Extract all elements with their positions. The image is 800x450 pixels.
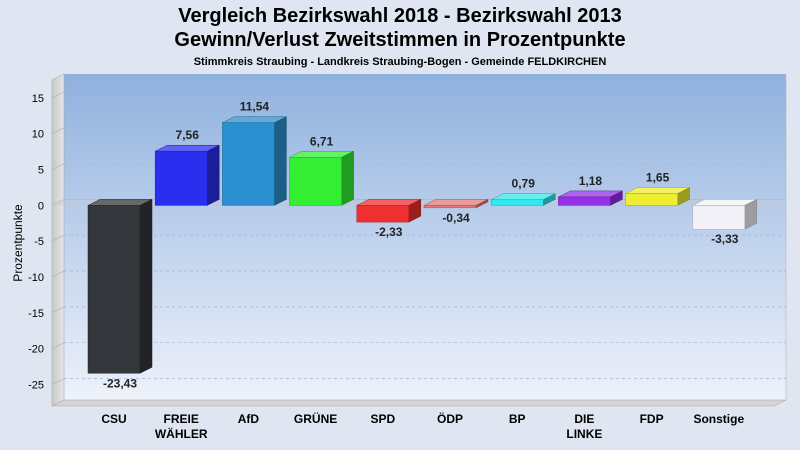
data-label: 7,56	[176, 128, 200, 142]
bar-front	[558, 196, 611, 206]
grid-line-wall	[51, 342, 65, 349]
x-tick-label: DIE	[574, 412, 594, 426]
bar	[558, 190, 623, 206]
x-tick-label: FDP	[640, 412, 664, 426]
grid-line-wall	[51, 270, 65, 278]
data-label: -2,33	[375, 225, 403, 239]
x-tick-label: LINKE	[566, 427, 602, 441]
bar	[625, 187, 690, 206]
bar	[154, 144, 220, 206]
data-label: 11,54	[240, 100, 270, 114]
bar-front	[625, 193, 678, 206]
bar-side	[139, 198, 153, 374]
grid-line-wall	[51, 199, 65, 206]
plot-floor	[51, 399, 787, 407]
grid-line-wall	[51, 234, 65, 242]
x-tick-label: Sonstige	[693, 412, 744, 426]
bar	[423, 198, 489, 209]
bar-side	[274, 116, 287, 206]
bar-front	[154, 150, 208, 206]
y-tick-label: -15	[28, 308, 44, 320]
x-tick-label: AfD	[238, 412, 260, 426]
bar-front	[87, 205, 141, 374]
grid-line-wall	[51, 127, 65, 135]
chart-subtitle-region: Stimmkreis Straubing - Landkreis Straubi…	[193, 56, 607, 68]
data-label: -23,43	[103, 376, 137, 390]
bar-front	[222, 122, 275, 206]
y-tick-label: -25	[28, 380, 44, 392]
data-label: -3,33	[711, 232, 739, 246]
y-tick-label: -20	[28, 344, 44, 356]
data-label: 1,18	[579, 174, 603, 188]
bar	[87, 198, 153, 374]
data-label: 1,65	[646, 171, 670, 185]
y-tick-label: -5	[34, 236, 44, 248]
data-label: 6,71	[310, 134, 334, 148]
x-tick-label: SPD	[370, 412, 395, 426]
y-tick-label: 5	[38, 165, 44, 177]
y-tick-label: -10	[28, 272, 44, 284]
x-tick-label: ÖDP	[437, 411, 463, 426]
chart-title: Vergleich Bezirkswahl 2018 - Bezirkswahl…	[178, 5, 622, 27]
plot-background	[64, 74, 786, 400]
y-tick-label: 0	[38, 200, 44, 212]
bar	[222, 116, 287, 206]
grid-line-wall	[51, 306, 65, 314]
x-tick-label: WÄHLER	[155, 426, 208, 441]
bar	[289, 150, 354, 206]
bar	[692, 198, 758, 230]
data-label: 0,79	[512, 177, 536, 191]
bar-side	[341, 150, 354, 206]
y-axis-label: Prozentpunkte	[11, 204, 25, 282]
bar-front	[356, 205, 410, 223]
chart-subtitle: Gewinn/Verlust Zweitstimmen in Prozentpu…	[174, 29, 626, 51]
bar-side	[206, 144, 220, 206]
bar	[490, 193, 556, 206]
chart-titles: Vergleich Bezirkswahl 2018 - Bezirkswahl…	[0, 4, 800, 70]
bar	[356, 198, 422, 223]
y-tick-label: 15	[32, 93, 44, 105]
x-tick-label: GRÜNE	[294, 411, 337, 426]
x-tick-label: FREIE	[164, 412, 199, 426]
data-label: -0,34	[442, 211, 470, 225]
bar-front	[692, 205, 746, 230]
grid-line-wall	[51, 163, 65, 170]
bar-front	[490, 199, 544, 206]
x-tick-label: BP	[509, 412, 526, 426]
grid-line-wall	[51, 378, 65, 385]
x-tick-label: CSU	[101, 412, 126, 426]
grid-line-wall	[51, 91, 65, 99]
y-tick-label: 10	[32, 129, 44, 141]
bar-front	[289, 157, 342, 206]
bar-front	[423, 205, 477, 209]
